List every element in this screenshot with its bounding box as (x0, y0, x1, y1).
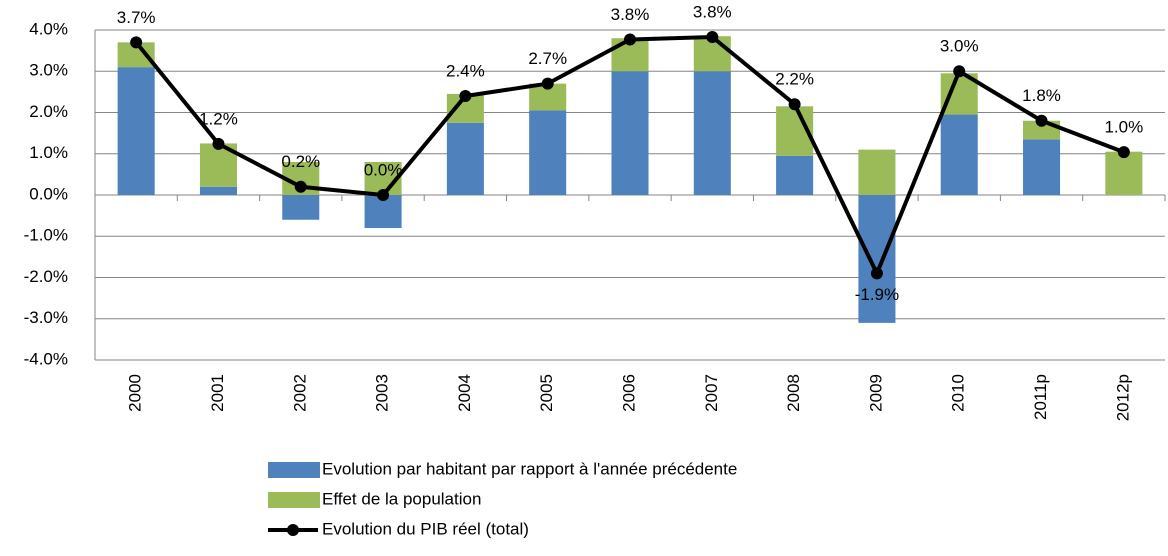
data-label: 1.0% (1104, 118, 1143, 137)
line-marker (870, 267, 883, 280)
x-tick-label: 2002 (290, 374, 309, 412)
data-label: 3.0% (940, 37, 979, 56)
line-marker (377, 189, 390, 201)
data-label: 0.0% (364, 160, 403, 179)
data-label: 3.7% (117, 8, 156, 27)
y-tick-label: -2.0% (24, 267, 68, 286)
data-label: -1.9% (855, 285, 899, 304)
x-tick-label: 2004 (455, 374, 474, 412)
bar (858, 195, 896, 323)
legend-swatch (268, 492, 320, 508)
legend-marker (287, 524, 299, 536)
line-marker (130, 36, 143, 49)
line-marker (212, 137, 225, 150)
bar (1023, 139, 1061, 195)
legend-label: Effet de la population (322, 489, 481, 508)
line-marker (953, 65, 966, 78)
y-tick-label: 2.0% (29, 102, 68, 121)
y-tick-label: 4.0% (29, 19, 68, 38)
y-tick-label: 3.0% (29, 61, 68, 80)
bar (940, 114, 978, 195)
bar (117, 67, 155, 195)
x-tick-label: 2007 (702, 374, 721, 412)
bar (446, 122, 484, 195)
data-label: 3.8% (611, 5, 650, 24)
bar (199, 186, 237, 195)
x-tick-label: 2010 (949, 374, 968, 412)
x-tick-label: 2011p (1031, 374, 1050, 420)
data-label: 1.8% (1022, 86, 1061, 105)
y-tick-label: 0.0% (29, 184, 68, 203)
y-tick-label: -1.0% (24, 226, 68, 245)
x-tick-label: 2009 (866, 374, 885, 412)
x-tick-label: 2000 (126, 374, 145, 412)
y-tick-label: 1.0% (29, 143, 68, 162)
bar (1105, 151, 1143, 195)
data-label: 3.8% (693, 2, 732, 21)
line-marker (1035, 114, 1048, 127)
x-tick-label: 2005 (537, 374, 556, 412)
legend-label: Evolution du PIB réel (total) (322, 519, 529, 538)
bar (611, 71, 649, 195)
data-label: 0.2% (281, 152, 320, 171)
line-marker (459, 90, 472, 102)
y-tick-label: -3.0% (24, 308, 68, 327)
legend-swatch (268, 462, 320, 478)
line-marker (624, 33, 636, 46)
line-marker (541, 77, 554, 90)
line-marker (706, 31, 719, 44)
line-marker (294, 180, 307, 193)
data-label: 2.2% (775, 70, 814, 89)
data-label: 1.2% (199, 109, 238, 128)
data-label: 2.7% (528, 49, 567, 68)
x-tick-label: 2008 (784, 374, 803, 412)
legend-label: Evolution par habitant par rapport à l'a… (322, 459, 737, 478)
x-tick-label: 2003 (373, 374, 392, 412)
line-marker (1117, 146, 1130, 159)
bar (282, 195, 320, 220)
x-tick-label: 2001 (208, 374, 227, 412)
bar (858, 149, 896, 195)
data-label: 2.4% (446, 61, 485, 80)
y-tick-label: -4.0% (24, 349, 68, 368)
x-tick-label: 2012p (1113, 374, 1132, 421)
x-tick-label: 2006 (619, 374, 638, 412)
bar (693, 71, 731, 195)
line-marker (788, 98, 801, 111)
bar (776, 155, 814, 195)
bar (529, 110, 567, 195)
